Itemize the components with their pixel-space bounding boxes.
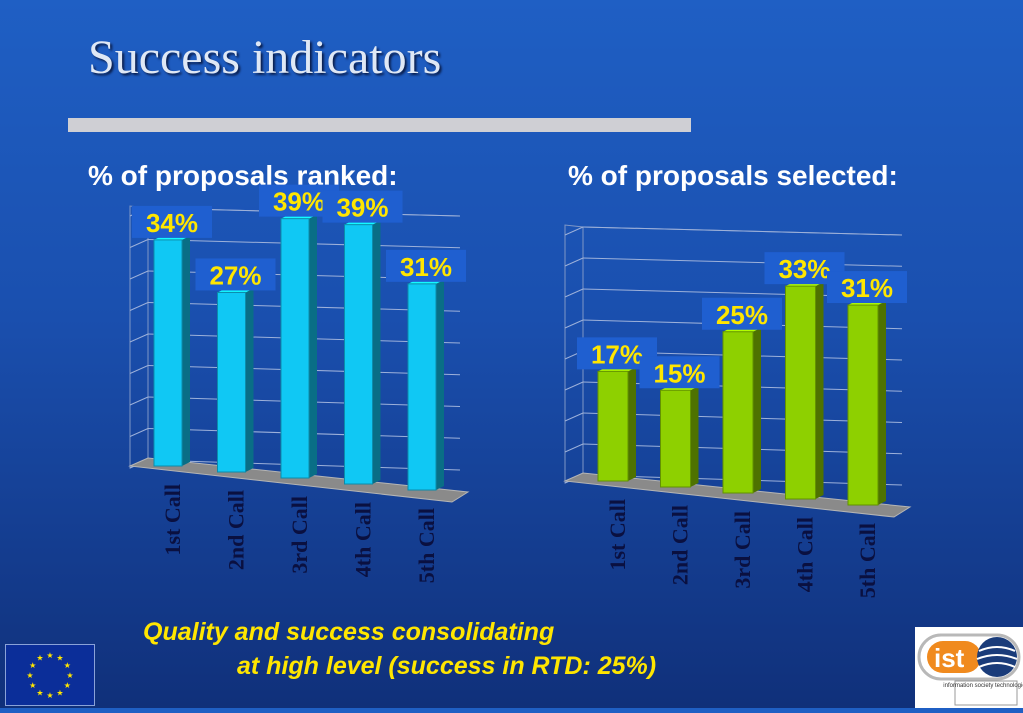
chart-selected-bar-side	[690, 386, 699, 487]
eu-star-icon: ★	[46, 651, 53, 660]
chart-ranked-floor	[128, 457, 470, 503]
slide-title: Success indicators	[88, 31, 442, 84]
chart-selected-gridline-side	[564, 381, 584, 391]
caption-line-1: Quality and success consolidating	[143, 618, 555, 646]
chart-ranked-bar	[407, 283, 437, 491]
chart-title-ranked: % of proposals ranked:	[88, 160, 398, 191]
chart-ranked-bar-side	[245, 288, 254, 472]
eu-star-icon: ★	[64, 681, 71, 690]
svg-text:ist: ist	[934, 643, 965, 673]
chart-selected-floor	[563, 472, 912, 518]
chart-ranked-bar	[153, 239, 183, 467]
chart-ranked-category-label: 4th Call	[351, 502, 376, 577]
chart-ranked-category-label: 1st Call	[160, 484, 185, 556]
chart-ranked-data-label: 27%	[209, 260, 261, 290]
caption-line-2: at high level (success in RTD: 25%)	[237, 652, 657, 680]
ist-logo: ist information society technologies	[915, 627, 1023, 708]
chart-ranked-side-wall	[129, 205, 149, 469]
chart-selected-category-label: 4th Call	[793, 517, 818, 592]
chart-selected-gridline	[582, 226, 903, 236]
chart-ranked-gridline-side	[129, 396, 149, 406]
chart-selected-bar	[597, 370, 629, 482]
chart-title-selected: % of proposals selected:	[568, 160, 898, 191]
chart-selected-data-label-box	[639, 356, 720, 389]
chart-selected-gridline-side	[564, 319, 584, 329]
eu-star-icon: ★	[56, 688, 63, 697]
eu-star-icon: ★	[36, 688, 43, 697]
chart-ranked-bar-side	[182, 235, 190, 466]
chart-selected-bar	[660, 389, 691, 488]
chart-ranked-bar	[344, 224, 373, 485]
chart-selected-data-label-box	[702, 297, 782, 330]
chart-ranked-category-label: 2nd Call	[224, 490, 249, 570]
chart-ranked-gridline-side	[129, 239, 149, 248]
chart-ranked-data-label-box	[386, 249, 466, 282]
chart-selected-bar-side	[628, 367, 636, 481]
svg-text:information society technologi: information society technologies	[943, 683, 1023, 689]
caption: Quality and success consolidating at hig…	[143, 615, 656, 683]
chart-selected-category-label: 3rd Call	[730, 511, 755, 589]
chart-selected-gridline-side	[564, 257, 584, 267]
chart-selected-data-label: 17%	[591, 339, 643, 369]
chart-ranked-bar	[217, 291, 246, 473]
chart-ranked-category-label: 5th Call	[414, 508, 439, 583]
eu-star-icon: ★	[29, 681, 36, 690]
chart-selected-bar	[722, 331, 754, 494]
eu-star-icon: ★	[64, 661, 71, 670]
chart-ranked-category-label: 3rd Call	[287, 496, 312, 574]
chart-selected-bar-side	[878, 301, 886, 505]
chart-selected-data-label: 31%	[841, 273, 893, 303]
chart-ranked-data-label: 31%	[400, 252, 452, 282]
chart-selected-data-label-box	[827, 271, 907, 304]
chart-ranked-gridline-side	[129, 428, 149, 437]
chart-selected-gridline	[582, 257, 903, 267]
chart-ranked-data-label-box	[195, 258, 276, 291]
eu-flag-icon: ★ ★ ★ ★ ★ ★ ★ ★ ★ ★ ★ ★	[5, 644, 95, 706]
eu-star-icon: ★	[66, 671, 73, 680]
chart-selected-data-label: 25%	[716, 300, 768, 330]
chart-selected-bar-side	[815, 282, 824, 499]
chart-selected-gridline-side	[564, 412, 584, 422]
chart-ranked-data-label: 39%	[273, 187, 325, 217]
chart-selected-bar-side	[753, 327, 761, 493]
chart-ranked-gridline-side	[129, 333, 149, 343]
chart-ranked-gridline-side	[129, 270, 149, 280]
chart-ranked-data-label: 39%	[336, 193, 388, 223]
title-underline	[68, 118, 691, 132]
chart-selected-category-label: 5th Call	[855, 523, 880, 598]
eu-star-icon: ★	[46, 691, 53, 700]
chart-selected-gridline-side	[564, 288, 584, 298]
chart-selected-bar	[785, 285, 816, 500]
eu-star-icon: ★	[29, 661, 36, 670]
chart-selected-gridline-side	[564, 443, 584, 453]
chart-selected-category-label: 2nd Call	[668, 505, 693, 585]
chart-selected-gridline-side	[564, 226, 584, 236]
eu-star-icon: ★	[26, 671, 33, 680]
chart-selected-category-label: 1st Call	[605, 499, 630, 571]
chart-ranked-data-label-box	[132, 205, 212, 238]
chart-selected-bar	[847, 304, 879, 506]
chart-ranked-gridline-side	[129, 302, 149, 311]
chart-ranked-data-label-box	[322, 190, 403, 223]
eu-star-icon: ★	[56, 654, 63, 663]
chart-ranked-data-label: 34%	[146, 208, 198, 238]
chart-selected-data-label: 33%	[778, 254, 830, 284]
chart-ranked-bar	[280, 218, 310, 479]
chart-selected-data-label: 15%	[653, 358, 705, 388]
chart-ranked-bar-side	[309, 214, 317, 478]
chart-ranked-bar-side	[436, 279, 444, 490]
eu-star-icon: ★	[36, 654, 43, 663]
chart-ranked-gridline-side	[129, 365, 149, 374]
chart-ranked-bar-side	[372, 220, 381, 484]
